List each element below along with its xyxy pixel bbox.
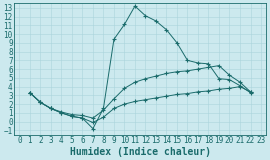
X-axis label: Humidex (Indice chaleur): Humidex (Indice chaleur) <box>70 147 211 156</box>
